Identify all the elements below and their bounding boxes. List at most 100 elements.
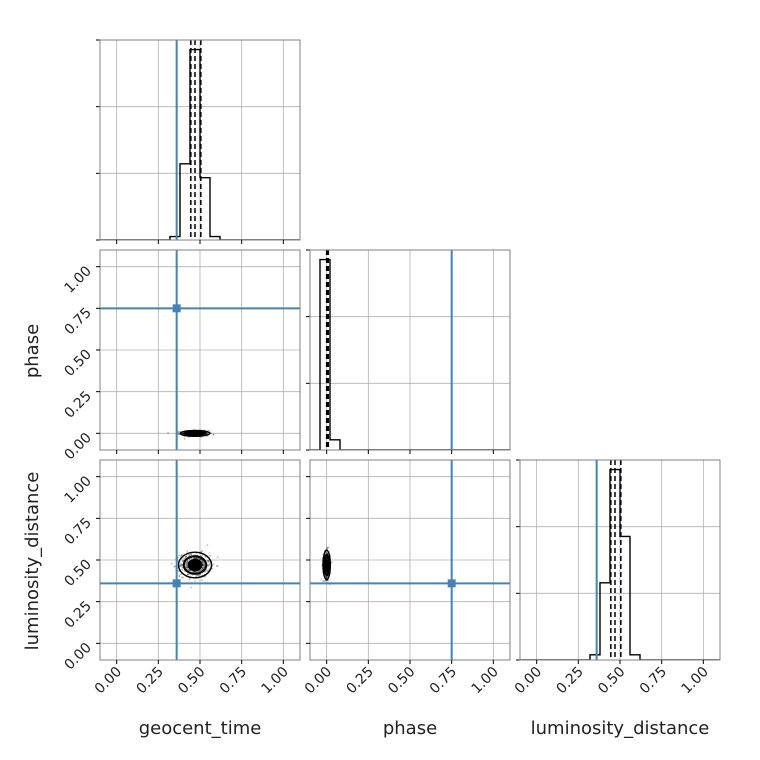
scatter-point — [216, 564, 219, 567]
scatter-point — [182, 432, 185, 435]
histogram-luminosity_distance — [520, 468, 720, 660]
scatter-point — [198, 558, 201, 561]
x-tick-label: 0.75 — [217, 664, 250, 697]
scatter-point — [206, 432, 208, 434]
x-tick-label: 0.25 — [343, 664, 376, 697]
scatter-point — [202, 561, 204, 564]
scatter-point — [205, 556, 207, 558]
scatter-point — [195, 571, 198, 573]
truth-marker — [447, 579, 456, 588]
x-axis-label-geocent-time: geocent_time — [139, 718, 262, 739]
scatter-point — [209, 554, 212, 557]
scatter-point — [188, 578, 191, 581]
scatter-point — [182, 432, 185, 435]
panel-luminosity_distance-luminosity_distance: 0.00 0.25 0.50 0.75 1.00 — [512, 459, 721, 697]
scatter-point — [179, 564, 182, 567]
scatter-point — [206, 544, 209, 546]
scatter-point — [197, 570, 199, 573]
scatter-point — [188, 569, 190, 571]
scatter-point — [320, 578, 323, 580]
scatter-point — [199, 558, 202, 561]
panel-geocent_time-geocent_time — [96, 39, 301, 244]
scatter-point — [197, 574, 199, 577]
scatter-point — [185, 555, 187, 558]
scatter-point — [200, 568, 203, 571]
scatter-point — [189, 569, 191, 572]
scatter-point — [203, 566, 206, 568]
scatter-point — [189, 573, 191, 576]
corner-panels: 0.000.250.500.751.000.00 0.25 0.50 0.75 1.00… — [61, 39, 721, 697]
x-axis-label-luminosity-distance: luminosity_distance — [531, 718, 710, 739]
panel-geocent_time-phase: 0.00 0.25 0.50 0.75 1.00 — [61, 249, 301, 463]
scatter-point — [179, 555, 182, 558]
scatter-point — [179, 563, 182, 565]
scatter-point — [187, 560, 189, 563]
scatter-point — [173, 565, 176, 568]
scatter-point — [205, 568, 208, 571]
scatter-phase-luminosity_distance — [320, 546, 333, 586]
scatter-point — [325, 577, 328, 580]
scatter-point — [201, 560, 204, 563]
scatter-point — [186, 566, 188, 569]
scatter-point — [212, 563, 215, 566]
y-tick-label: 0.25 — [61, 388, 94, 421]
scatter-point — [192, 557, 195, 560]
x-tick-label: 0.00 — [302, 664, 335, 697]
x-tick-label: 0.00 — [92, 664, 125, 697]
y-tick-label: 0.75 — [61, 515, 94, 548]
panel-geocent_time-luminosity_distance: 0.00 0.25 0.50 0.75 1.000.000.250.500.751.00 — [61, 459, 301, 697]
x-tick-label: 1.00 — [258, 664, 291, 697]
scatter-point — [326, 576, 329, 579]
scatter-point — [180, 563, 183, 566]
x-tick-label: 0.50 — [175, 664, 208, 697]
scatter-point — [207, 560, 209, 562]
scatter-point — [177, 431, 180, 433]
scatter-point — [195, 575, 198, 578]
y-tick-label: 1.00 — [61, 473, 94, 506]
scatter-point — [184, 555, 187, 558]
scatter-point — [185, 563, 188, 565]
scatter-point — [206, 559, 209, 562]
x-tick-label: 1.00 — [678, 664, 711, 697]
scatter-point — [202, 561, 205, 564]
scatter-point — [185, 555, 188, 558]
scatter-point — [201, 579, 203, 582]
scatter-point — [325, 576, 328, 578]
scatter-point — [188, 554, 190, 556]
x-tick-label: 0.25 — [133, 664, 166, 697]
histogram-geocent_time — [100, 48, 300, 240]
y-axis-label-luminosity-distance: luminosity_distance — [22, 472, 43, 651]
scatter-point — [186, 561, 188, 564]
scatter-point — [199, 569, 201, 572]
scatter-point — [195, 557, 198, 560]
scatter-point — [204, 571, 206, 573]
x-tick-label: 0.50 — [595, 664, 628, 697]
scatter-point — [326, 546, 329, 549]
contour-level — [182, 555, 208, 575]
scatter-point — [177, 433, 180, 436]
scatter-point — [170, 562, 173, 565]
scatter-point — [202, 567, 204, 570]
scatter-point — [178, 575, 181, 577]
scatter-point — [325, 551, 328, 554]
scatter-point — [185, 564, 188, 567]
x-tick-label: 0.50 — [385, 664, 418, 697]
scatter-point — [177, 432, 180, 435]
x-tick-label: 1.00 — [468, 664, 501, 697]
scatter-point — [200, 550, 203, 553]
scatter-point — [192, 557, 195, 560]
scatter-point — [194, 580, 196, 582]
contour-level — [323, 558, 330, 572]
scatter-point — [210, 432, 212, 435]
x-tick-label: 0.25 — [553, 664, 586, 697]
x-tick-label: 0.75 — [637, 664, 670, 697]
scatter-point — [189, 553, 191, 556]
scatter-point — [204, 569, 207, 572]
y-tick-label: 0.00 — [61, 430, 94, 463]
scatter-point — [186, 573, 189, 576]
x-tick-label: 0.00 — [512, 664, 545, 697]
scatter-point — [202, 566, 205, 569]
x-tick-label: 0.75 — [427, 664, 460, 697]
y-tick-label: 1.00 — [61, 263, 94, 296]
